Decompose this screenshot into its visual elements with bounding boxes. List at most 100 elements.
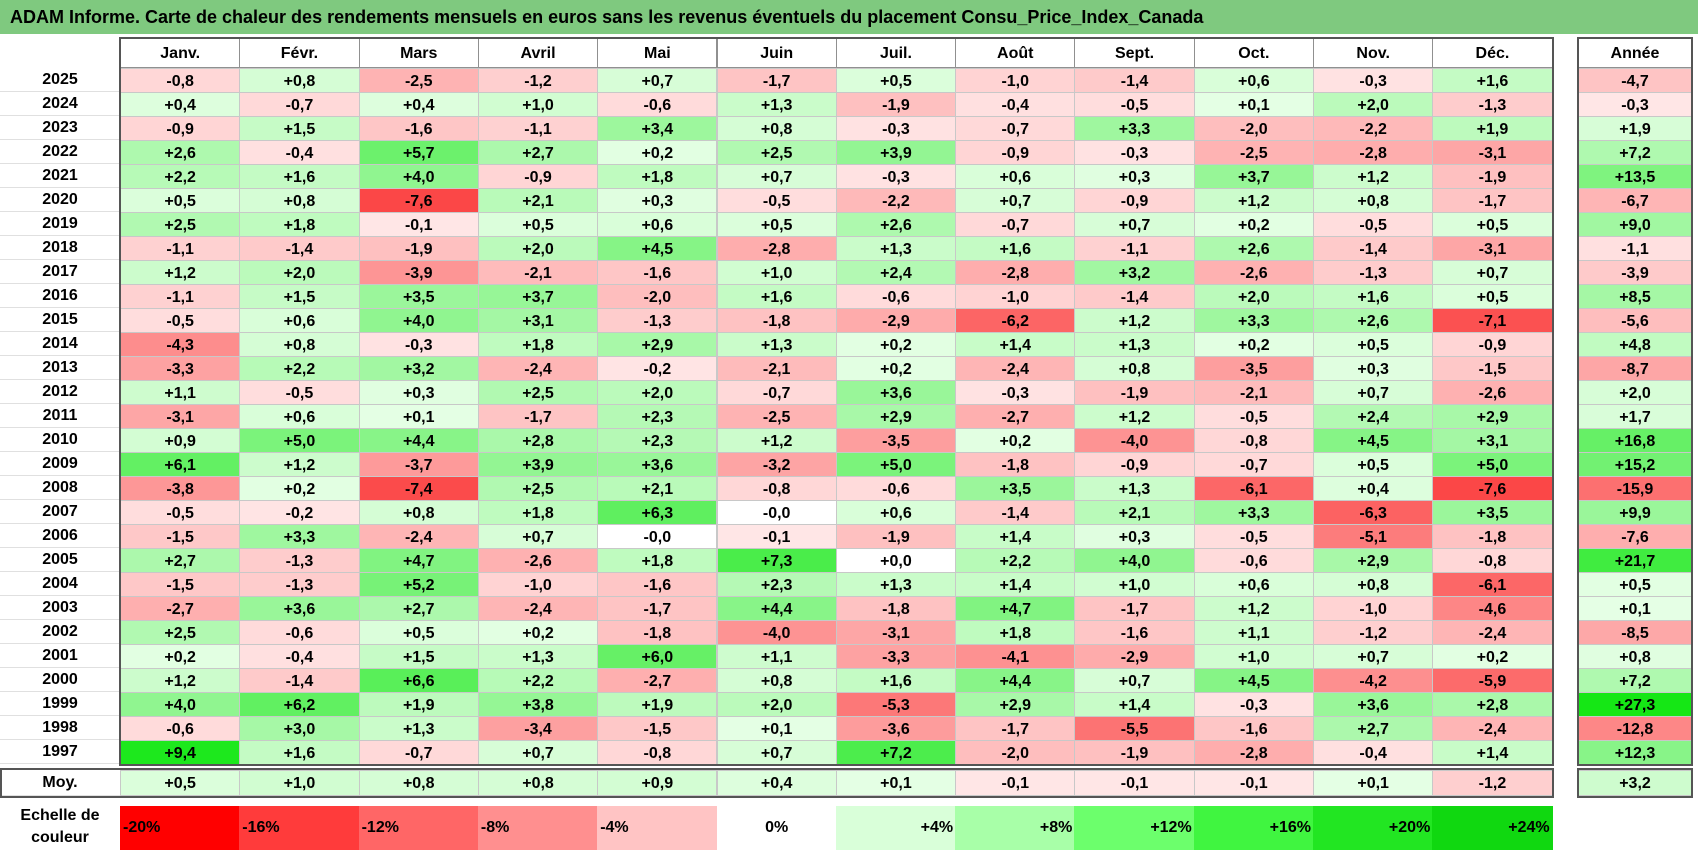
heatmap-cell: +0,7	[1313, 380, 1434, 405]
heatmap-cell: -1,7	[477, 404, 599, 429]
row-year-label: 2023	[0, 116, 120, 140]
heatmap-cell: -1,1	[1074, 236, 1195, 261]
heatmap-cell: -1,9	[1432, 164, 1553, 189]
heatmap-cell: -0,3	[1074, 140, 1195, 165]
heatmap-cell: +3,6	[835, 380, 957, 405]
row-year-label: 2020	[0, 188, 120, 212]
heatmap-cell: -3,7	[358, 452, 479, 477]
heatmap-cell: -0,5	[716, 188, 837, 213]
heatmap-cell: -1,9	[358, 236, 479, 261]
heatmap-cell: +0,8	[716, 668, 837, 693]
heatmap-cell: -1,1	[477, 116, 599, 141]
heatmap-cell: -7,4	[358, 476, 479, 501]
heatmap-cell: +2,7	[120, 548, 241, 573]
heatmap-cell: -0,0	[597, 524, 718, 549]
heatmap-cell: -0,4	[955, 92, 1076, 117]
heatmap-cell: -1,5	[120, 524, 241, 549]
heatmap-cell: -1,2	[477, 68, 599, 93]
heatmap-cell: -1,9	[835, 92, 957, 117]
heatmap-cell: +0,1	[1193, 92, 1314, 117]
heatmap-cell: +2,9	[1432, 404, 1553, 429]
heatmap-cell: +6,1	[120, 452, 241, 477]
heatmap-cell: -0,5	[239, 380, 360, 405]
row-year-label: 2014	[0, 332, 120, 356]
heatmap-cell: -6,2	[955, 308, 1076, 333]
heatmap-cell: -0,3	[358, 332, 479, 357]
heatmap-cell: +0,4	[1313, 476, 1434, 501]
heatmap-cell: +0,7	[1313, 644, 1434, 669]
annual-cell: +8,5	[1578, 284, 1692, 309]
heatmap-cell: -2,5	[1193, 140, 1314, 165]
color-scale-step: +8%	[955, 806, 1076, 850]
heatmap-cell: -2,1	[1193, 380, 1314, 405]
heatmap-cell: +0,3	[1313, 356, 1434, 381]
heatmap-cell: -3,4	[477, 716, 599, 741]
heatmap-cell: +0,5	[835, 68, 957, 93]
heatmap-cell: +4,0	[120, 692, 241, 717]
heatmap-cell: -1,6	[1074, 620, 1195, 645]
heatmap-cell: -1,8	[835, 596, 957, 621]
heatmap-cell: +3,1	[477, 308, 599, 333]
heatmap-cell: -4,0	[1074, 428, 1195, 453]
heatmap-cell: +0,3	[1074, 164, 1195, 189]
color-scale-label-line1: Echelle de	[20, 807, 100, 824]
heatmap-cell: -2,6	[477, 548, 599, 573]
heatmap-cell: -0,6	[239, 620, 360, 645]
heatmap-cell: -2,4	[1432, 620, 1553, 645]
heatmap-cell: -0,5	[120, 308, 241, 333]
heatmap-cell: -3,3	[835, 644, 957, 669]
heatmap-cell: -1,9	[835, 524, 957, 549]
heatmap-cell: -0,2	[239, 500, 360, 525]
heatmap-cell: +9,4	[120, 740, 241, 765]
heatmap-cell: -0,0	[716, 500, 837, 525]
heatmap-cell: -0,3	[1193, 692, 1314, 717]
annual-cell: -1,1	[1578, 236, 1692, 261]
heatmap-cell: +0,5	[1313, 332, 1434, 357]
heatmap-cell: -1,3	[239, 548, 360, 573]
heatmap-cell: -1,4	[239, 236, 360, 261]
column-header: Juil.	[835, 38, 957, 68]
heatmap-cell: +0,8	[716, 116, 837, 141]
heatmap-cell: +3,3	[239, 524, 360, 549]
heatmap-cell: +0,9	[120, 428, 241, 453]
heatmap-cell: +2,5	[120, 212, 241, 237]
color-scale-step: -4%	[597, 806, 718, 850]
heatmap-cell: +2,0	[239, 260, 360, 285]
heatmap-cell: +0,5	[477, 212, 599, 237]
heatmap-cell: +0,8	[1074, 356, 1195, 381]
heatmap-cell: +1,1	[1193, 620, 1314, 645]
heatmap-cell: -0,9	[1074, 452, 1195, 477]
annual-cell: -3,9	[1578, 260, 1692, 285]
heatmap-cell: +2,7	[358, 596, 479, 621]
heatmap-cell: -2,4	[955, 356, 1076, 381]
annual-cell: +4,8	[1578, 332, 1692, 357]
heatmap-cell: -7,6	[1432, 476, 1553, 501]
column-header: Févr.	[239, 38, 360, 68]
heatmap-cell: -0,7	[716, 380, 837, 405]
heatmap-cell: +4,5	[1313, 428, 1434, 453]
heatmap-cell: +3,5	[955, 476, 1076, 501]
heatmap-cell: -4,0	[716, 620, 837, 645]
heatmap-cell: +0,7	[955, 188, 1076, 213]
column-header: Déc.	[1432, 38, 1553, 68]
heatmap-cell: +3,7	[477, 284, 599, 309]
heatmap-cell: -4,1	[955, 644, 1076, 669]
row-year-label: 1997	[0, 740, 120, 764]
heatmap-cell: -1,0	[477, 572, 599, 597]
heatmap-cell: +1,9	[597, 692, 718, 717]
heatmap-cell: -1,1	[120, 284, 241, 309]
heatmap-cell: +0,7	[1074, 668, 1195, 693]
heatmap-cell: +3,5	[1432, 500, 1553, 525]
row-year-label: 2025	[0, 68, 120, 92]
annual-cell: +7,2	[1578, 668, 1692, 693]
heatmap-cell: -3,5	[1193, 356, 1314, 381]
average-cell: +1,0	[239, 770, 360, 796]
heatmap-cell: -0,9	[1074, 188, 1195, 213]
heatmap-cell: -0,8	[120, 68, 241, 93]
heatmap-cell: +1,2	[1193, 596, 1314, 621]
heatmap-cell: -2,7	[120, 596, 241, 621]
heatmap-cell: -0,5	[1193, 404, 1314, 429]
heatmap-cell: +0,6	[1193, 572, 1314, 597]
heatmap-cell: -7,6	[358, 188, 479, 213]
